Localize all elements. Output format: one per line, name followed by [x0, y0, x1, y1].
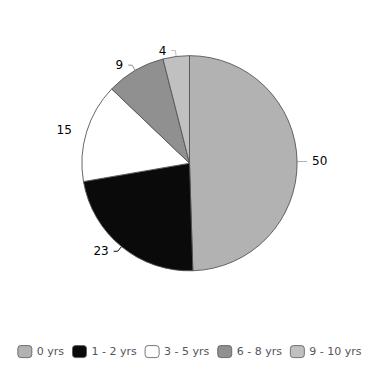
svg-text:6 - 8 yrs: 6 - 8 yrs: [237, 345, 282, 358]
svg-text:50: 50: [312, 154, 327, 168]
svg-text:9 - 10 yrs: 9 - 10 yrs: [309, 345, 361, 358]
svg-text:4: 4: [159, 44, 167, 58]
svg-text:0 yrs: 0 yrs: [37, 345, 65, 358]
svg-text:23: 23: [93, 244, 108, 258]
svg-text:1 - 2 yrs: 1 - 2 yrs: [91, 345, 136, 358]
svg-text:15: 15: [57, 123, 72, 137]
svg-text:9: 9: [116, 58, 124, 72]
svg-text:3 - 5 yrs: 3 - 5 yrs: [164, 345, 209, 358]
